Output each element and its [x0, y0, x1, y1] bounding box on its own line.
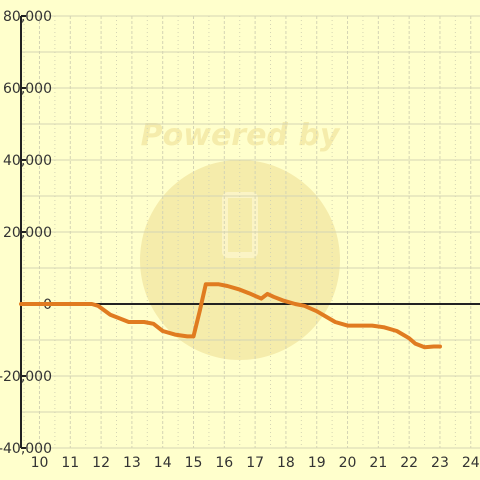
- x-tick-label: 13: [123, 455, 141, 471]
- y-tick-label: 20,000: [3, 225, 52, 241]
- x-tick-label: 23: [431, 455, 449, 471]
- x-tick-label: 19: [308, 455, 326, 471]
- x-tick-label: 24: [462, 455, 480, 471]
- y-tick-label: 60,000: [3, 81, 52, 97]
- series-line: [19, 282, 442, 350]
- x-tick-label: 20: [339, 455, 357, 471]
- watermark-logo-mark: [222, 192, 258, 258]
- x-tick-label: 18: [277, 455, 295, 471]
- x-tick-label: 16: [215, 455, 233, 471]
- x-tick-label: 22: [400, 455, 418, 471]
- grid-horizontal: [21, 15, 480, 449]
- x-tick-label: 17: [246, 455, 264, 471]
- watermark: Powered by: [140, 118, 341, 360]
- x-tick-label: 12: [92, 455, 110, 471]
- y-tick-label: 40,000: [3, 153, 52, 169]
- watermark-text: Powered by: [141, 118, 341, 153]
- x-tick-label: 10: [31, 455, 49, 471]
- x-tick-label: 15: [185, 455, 203, 471]
- x-tick-label: 14: [154, 455, 172, 471]
- x-axis-ticks: 10 11 12 13 14 15 16 17 18 19 20 21 22 23 24: [31, 455, 480, 471]
- x-tick-label: 11: [61, 455, 79, 471]
- y-tick-label: 80,000: [3, 9, 52, 25]
- x-tick-label: 21: [369, 455, 387, 471]
- y-tick-label: -20,000: [0, 369, 52, 385]
- y-tick-label: -40,000: [0, 441, 52, 457]
